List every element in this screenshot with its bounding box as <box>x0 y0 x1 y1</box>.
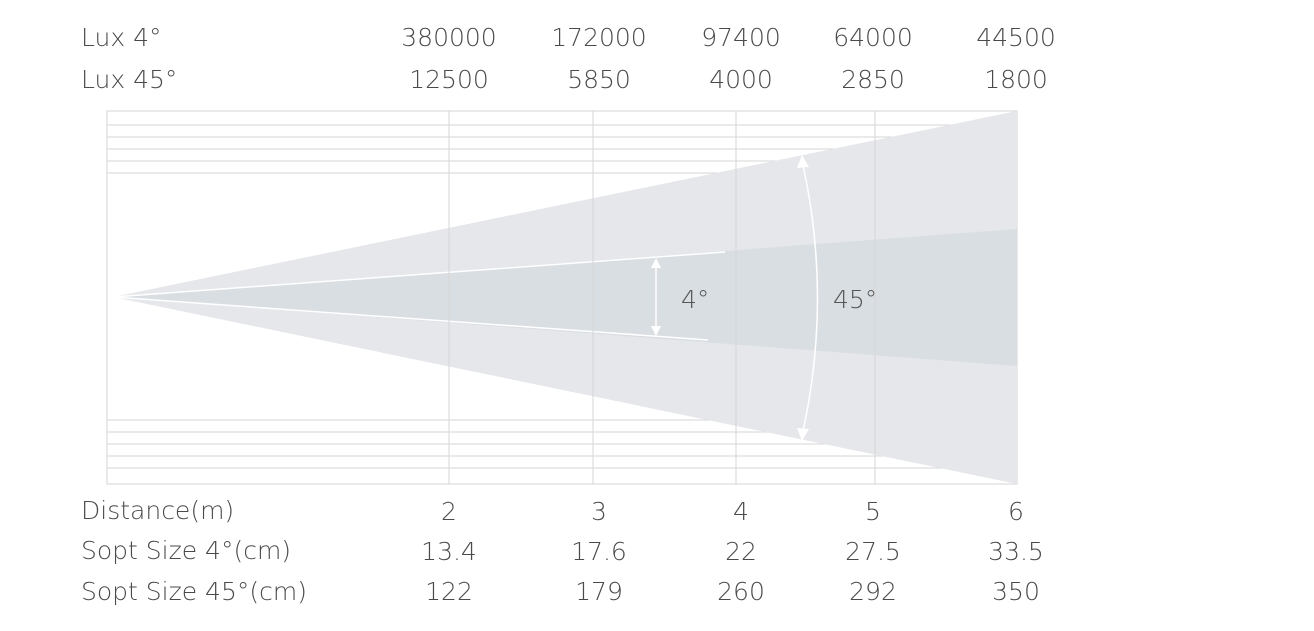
lux-45-value: 2850 <box>841 65 905 94</box>
distance-value: 6 <box>1008 497 1024 526</box>
narrow-beam-edge-bottom <box>112 296 709 341</box>
lux-45-value: 5850 <box>567 65 631 94</box>
lux-45-label: Lux 45° <box>81 65 178 94</box>
spot-size-4-label: Sopt Size 4°(cm) <box>81 536 292 565</box>
lux-4-value: 64000 <box>833 23 913 52</box>
spot-size-4-value: 17.6 <box>571 537 627 566</box>
narrow-angle-arrow <box>651 258 661 336</box>
spot-size-4-value: 22 <box>725 537 757 566</box>
wide-angle-arrow <box>797 155 819 441</box>
distance-value: 4 <box>733 497 749 526</box>
lux-4-label: Lux 4° <box>81 23 162 52</box>
distance-value: 3 <box>591 497 607 526</box>
lux-45-value: 4000 <box>709 65 773 94</box>
spot-size-45-value: 260 <box>717 577 765 606</box>
narrow-beam-cone <box>113 229 1017 366</box>
narrow-beam-edge-top <box>112 251 726 298</box>
spot-size-45-value: 350 <box>992 577 1040 606</box>
distance-grid-lines <box>448 111 876 484</box>
narrow-angle-label: 4° <box>681 285 709 314</box>
spot-size-45-value: 122 <box>425 577 473 606</box>
wide-angle-label: 45° <box>833 285 877 314</box>
lux-4-value: 172000 <box>551 23 647 52</box>
lux-45-value: 1800 <box>984 65 1048 94</box>
spot-size-45-label: Sopt Size 45°(cm) <box>81 577 307 606</box>
lux-4-value: 380000 <box>401 23 497 52</box>
spot-size-45-value: 179 <box>575 577 623 606</box>
lux-4-value: 44500 <box>976 23 1056 52</box>
spot-size-4-value: 33.5 <box>988 537 1044 566</box>
lux-4-value: 97400 <box>701 23 781 52</box>
distance-value: 5 <box>865 497 881 526</box>
spot-size-4-value: 13.4 <box>421 537 477 566</box>
distance-value: 2 <box>441 497 457 526</box>
lux-45-value: 12500 <box>409 65 489 94</box>
spot-size-45-value: 292 <box>849 577 897 606</box>
spot-size-4-value: 27.5 <box>845 537 901 566</box>
distance-label: Distance(m) <box>81 496 235 525</box>
